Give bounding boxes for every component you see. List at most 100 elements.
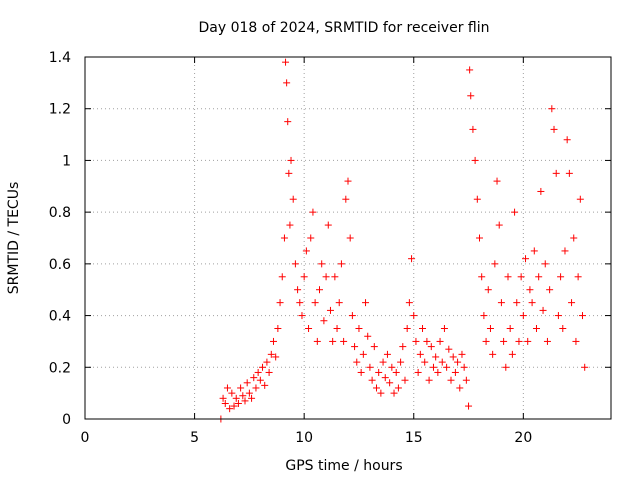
data-point <box>342 195 350 203</box>
data-point <box>528 299 536 307</box>
data-point <box>291 260 299 268</box>
y-tick-label: 0.8 <box>49 205 71 221</box>
x-tick-label: 10 <box>295 430 313 446</box>
data-point <box>449 353 457 361</box>
data-point <box>482 337 490 345</box>
data-point <box>381 374 389 382</box>
data-point <box>296 299 304 307</box>
data-point <box>309 208 317 216</box>
data-point <box>278 273 286 281</box>
data-point <box>570 234 578 242</box>
data-point <box>313 337 321 345</box>
y-tick-label: 0 <box>62 412 71 428</box>
data-point <box>298 312 306 320</box>
data-point <box>447 376 455 384</box>
data-point <box>252 384 260 392</box>
data-point <box>265 368 273 376</box>
data-point <box>274 325 282 332</box>
data-point <box>335 299 343 307</box>
data-point <box>466 66 474 74</box>
data-point <box>460 363 468 371</box>
data-point <box>579 312 587 320</box>
data-point <box>337 260 345 268</box>
data-point <box>410 312 418 320</box>
data-point <box>508 350 516 358</box>
data-point <box>372 384 380 392</box>
data-point <box>451 368 459 376</box>
data-point <box>254 368 262 376</box>
data-point <box>307 234 315 242</box>
data-point <box>272 353 280 361</box>
data-point <box>219 394 227 402</box>
data-point <box>576 195 584 203</box>
data-point <box>318 260 326 268</box>
data-point <box>280 234 288 242</box>
data-point <box>565 169 573 177</box>
data-point <box>326 306 334 314</box>
data-point <box>359 350 367 358</box>
y-tick-label: 0.2 <box>49 360 71 376</box>
data-point <box>412 337 420 345</box>
data-point <box>563 136 571 144</box>
data-point <box>239 392 247 400</box>
y-tick-label: 1.2 <box>49 102 71 118</box>
data-point <box>285 169 293 177</box>
x-tick-label: 0 <box>81 430 90 446</box>
data-point <box>340 337 348 345</box>
data-point <box>276 299 284 307</box>
data-point <box>436 337 444 345</box>
data-point <box>465 402 473 410</box>
data-point <box>368 376 376 384</box>
data-point <box>263 358 271 366</box>
data-point <box>320 317 328 325</box>
x-tick-labels: 0 5 10 15 20 <box>81 430 533 446</box>
data-point <box>427 343 435 351</box>
data-point <box>250 374 258 382</box>
data-point <box>416 350 424 358</box>
data-point <box>267 350 275 358</box>
y-tick-label: 0.6 <box>49 257 71 273</box>
data-point <box>245 389 253 397</box>
data-point <box>550 125 558 133</box>
data-point <box>443 363 451 371</box>
data-point <box>392 368 400 376</box>
data-point <box>480 312 488 320</box>
data-point <box>289 195 297 203</box>
data-point <box>526 286 534 294</box>
data-point <box>305 325 313 332</box>
data-point <box>284 118 292 126</box>
data-point <box>405 299 413 307</box>
data-point <box>423 337 431 345</box>
data-point <box>223 384 231 392</box>
data-point <box>419 325 427 332</box>
data-point <box>421 358 429 366</box>
y-axis-label: SRMTID / TECUs <box>6 182 22 295</box>
data-point <box>469 125 477 133</box>
data-point <box>425 376 433 384</box>
data-point <box>493 177 501 185</box>
data-point <box>366 363 374 371</box>
data-point <box>429 363 437 371</box>
data-point <box>519 312 527 320</box>
x-tick-label: 5 <box>190 430 199 446</box>
data-point <box>568 299 576 307</box>
data-point <box>543 337 551 345</box>
data-point <box>557 273 565 281</box>
data-point <box>401 376 409 384</box>
data-point <box>234 399 242 407</box>
data-point <box>355 325 363 332</box>
data-point <box>445 345 453 353</box>
data-point <box>581 363 589 371</box>
data-point <box>394 384 402 392</box>
data-point <box>478 273 486 281</box>
data-point <box>513 299 521 307</box>
data-point <box>344 177 352 185</box>
grid-lines <box>85 57 611 419</box>
data-point <box>497 299 505 307</box>
data-point <box>370 343 378 351</box>
data-point <box>473 195 481 203</box>
data-point <box>476 234 483 242</box>
plot-frame <box>84 56 612 420</box>
data-point <box>532 325 540 332</box>
data-point <box>248 394 256 402</box>
